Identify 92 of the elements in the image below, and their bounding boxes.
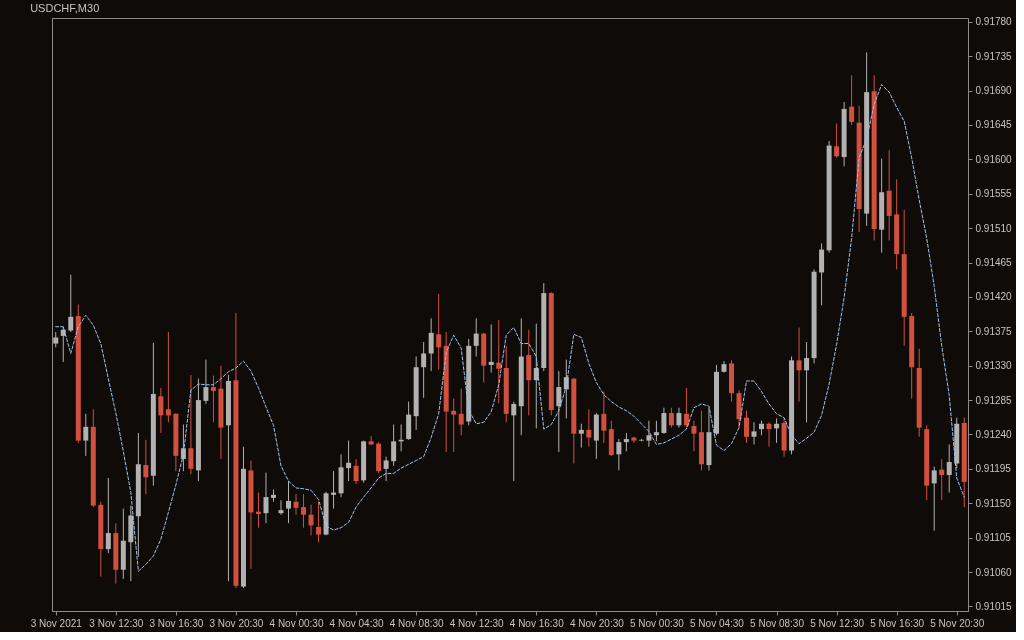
candlestick: [661, 407, 667, 435]
y-tick-label: 0.91195: [975, 463, 1012, 475]
candlestick: [331, 470, 337, 510]
x-tick-label: 5 Nov 12:30: [810, 617, 865, 629]
candlestick: [849, 74, 855, 126]
candlestick: [105, 477, 111, 554]
candlestick: [496, 319, 502, 404]
candlestick: [931, 466, 937, 532]
candlestick: [631, 436, 637, 444]
candlestick: [691, 420, 697, 452]
candlestick: [316, 501, 322, 543]
candlestick: [804, 341, 810, 423]
candlestick: [451, 398, 457, 453]
candlestick: [834, 122, 840, 159]
y-tick-label: 0.91510: [975, 222, 1013, 234]
candlestick: [346, 440, 352, 482]
y-tick-label: 0.91150: [975, 497, 1012, 509]
candlestick: [819, 242, 825, 306]
candlestick: [556, 370, 562, 453]
candlestick: [308, 504, 314, 536]
candlestick: [601, 391, 607, 444]
candlestick: [751, 421, 757, 445]
x-tick-label: 4 Nov 20:30: [569, 617, 625, 629]
x-tick-label: 4 Nov 16:30: [509, 617, 565, 629]
candlestick: [421, 341, 427, 399]
candlestick: [263, 472, 269, 524]
candlestick: [623, 432, 629, 452]
y-tick-label: 0.91600: [975, 153, 1013, 165]
candlestick: [616, 438, 622, 471]
x-tick-label: 3 Nov 12:30: [89, 617, 144, 629]
y-tick-label: 0.91060: [975, 566, 1013, 578]
candlestick: [578, 423, 584, 448]
candlestick: [210, 375, 216, 423]
candlestick: [646, 420, 652, 448]
x-tick-label: 4 Nov 00:30: [269, 617, 324, 629]
x-tick-label: 3 Nov 16:30: [149, 617, 204, 629]
candlestick: [436, 293, 442, 371]
candlestick: [939, 458, 945, 501]
x-tick-label: 4 Nov 12:30: [449, 617, 505, 629]
candlestick: [383, 456, 389, 482]
candlestick: [586, 408, 592, 448]
candlestick: [165, 331, 171, 423]
candlestick: [668, 407, 674, 429]
y-tick-label: 0.91780: [975, 16, 1013, 28]
candlestick: [946, 443, 952, 494]
x-tick-label: 5 Nov 00:30: [629, 617, 685, 629]
x-tick-label: 4 Nov 04:30: [329, 617, 384, 629]
candlestick: [278, 499, 284, 516]
y-tick-label: 0.91690: [975, 85, 1013, 97]
candlestick: [203, 359, 209, 405]
x-tick-label: 5 Nov 16:30: [870, 617, 925, 629]
x-tick-label: 3 Nov 20:30: [209, 617, 264, 629]
candlestick: [68, 274, 74, 333]
candlestick: [488, 323, 494, 374]
candlestick: [353, 458, 359, 485]
y-tick-label: 0.91330: [975, 360, 1013, 372]
candlestick: [286, 480, 292, 524]
candlestick: [368, 435, 374, 446]
candlestick: [473, 317, 479, 358]
candlestick: [511, 401, 517, 482]
candlestick: [428, 317, 434, 372]
candlestick: [293, 493, 299, 516]
y-tick-label: 0.91465: [975, 257, 1013, 269]
y-tick-label: 0.91645: [975, 119, 1013, 131]
candlestick: [744, 410, 750, 444]
candlestick: [158, 387, 164, 434]
y-tick-label: 0.91105: [975, 532, 1012, 544]
x-tick-label: 5 Nov 20:30: [930, 617, 985, 629]
candlestick: [301, 493, 307, 529]
candlestick: [83, 413, 89, 457]
candlestick: [391, 424, 397, 467]
candlestick: [255, 492, 261, 529]
y-tick-label: 0.91240: [975, 428, 1013, 440]
candlestick: [653, 420, 659, 442]
y-tick-label: 0.91015: [975, 600, 1013, 612]
x-tick-label: 5 Nov 04:30: [690, 617, 745, 629]
y-tick-label: 0.91420: [975, 291, 1013, 303]
candlestick: [458, 388, 464, 436]
line-series: [55, 83, 965, 572]
candlestick: [796, 326, 802, 403]
x-tick-label: 4 Nov 08:30: [389, 617, 445, 629]
y-tick-label: 0.91555: [975, 188, 1013, 200]
y-tick-label: 0.91735: [975, 50, 1013, 62]
y-tick-label: 0.91375: [975, 325, 1013, 337]
candlestick: [676, 407, 682, 429]
y-tick-label: 0.91285: [975, 394, 1013, 406]
candlestick: [188, 374, 194, 475]
x-tick-label: 5 Nov 08:30: [750, 617, 805, 629]
chart-title: USDCHF,M30: [30, 1, 100, 14]
x-tick-label: 3 Nov 2021: [30, 617, 83, 629]
candlestick: [766, 421, 772, 448]
candlestick: [143, 439, 149, 495]
